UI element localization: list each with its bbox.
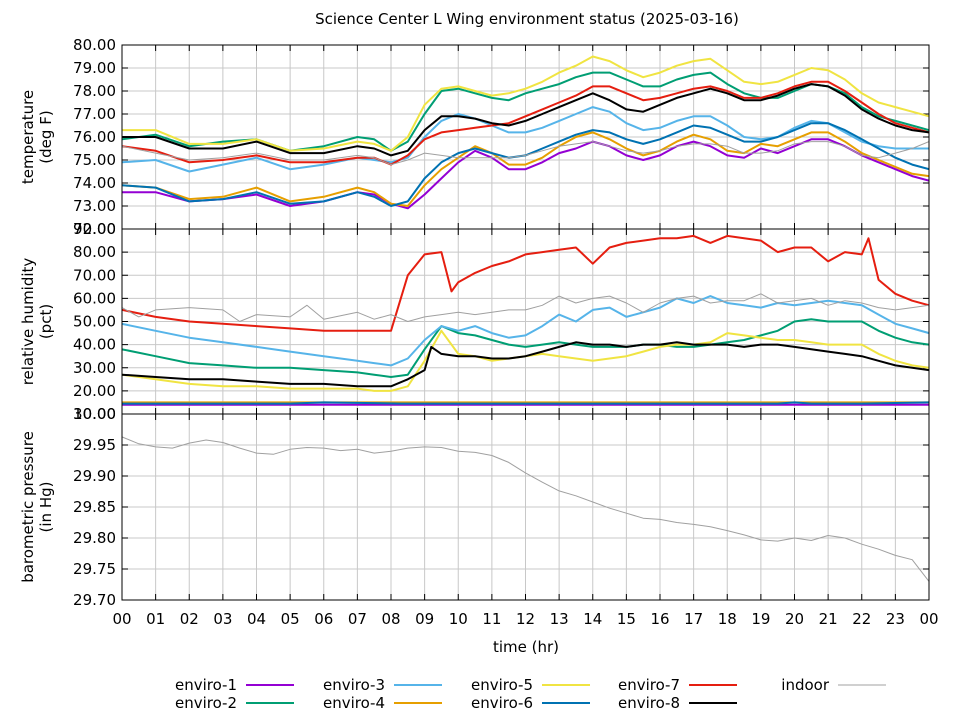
- y-tick-label: 90.00: [73, 220, 116, 238]
- x-tick-label: 23: [886, 610, 905, 628]
- series-line-enviro-4: [122, 131, 929, 207]
- y-axis-label-units: (deg F): [37, 110, 55, 163]
- x-tick-label: 18: [718, 610, 737, 628]
- series-line-indoor: [122, 141, 929, 166]
- legend-label-enviro-3: enviro-3: [323, 676, 385, 694]
- legend-label-enviro-2: enviro-2: [175, 694, 237, 712]
- y-tick-label: 74.00: [73, 174, 116, 192]
- x-tick-label: 11: [482, 610, 501, 628]
- x-tick-label: 06: [314, 610, 333, 628]
- panel-frame: [121, 413, 930, 601]
- x-tick-label: 21: [819, 610, 838, 628]
- x-tick-label: 09: [415, 610, 434, 628]
- y-tick-label: 30.00: [73, 405, 116, 423]
- x-tick-label: 00: [919, 610, 938, 628]
- y-tick-label: 80.00: [73, 243, 116, 261]
- x-tick-label: 04: [247, 610, 266, 628]
- y-axis-label: temperature: [19, 90, 37, 184]
- y-tick-label: 29.75: [73, 560, 116, 578]
- x-tick-label: 16: [650, 610, 669, 628]
- series-line-enviro-6: [122, 122, 929, 207]
- y-tick-label: 78.00: [73, 82, 116, 100]
- x-tick-label: 05: [281, 610, 300, 628]
- series-line-enviro-5: [122, 329, 929, 392]
- x-tick-label: 02: [180, 610, 199, 628]
- x-tick-label: 13: [550, 610, 569, 628]
- y-tick-label: 29.70: [73, 591, 116, 609]
- legend-label-enviro-7: enviro-7: [618, 676, 680, 694]
- x-tick-label: 15: [617, 610, 636, 628]
- series-line-enviro-8: [122, 341, 929, 388]
- x-tick-label: 03: [213, 610, 232, 628]
- series-line-enviro-8: [122, 83, 929, 157]
- legend-label-enviro-8: enviro-8: [618, 694, 680, 712]
- y-tick-label: 50.00: [73, 313, 116, 331]
- x-tick-label: 12: [516, 610, 535, 628]
- y-tick-label: 20.00: [73, 382, 116, 400]
- series-line-enviro-2: [122, 318, 929, 378]
- x-axis-label: time (hr): [493, 638, 559, 656]
- y-tick-label: 77.00: [73, 105, 116, 123]
- y-tick-label: 29.80: [73, 529, 116, 547]
- x-tick-label: 22: [852, 610, 871, 628]
- x-tick-label: 17: [684, 610, 703, 628]
- y-tick-label: 29.95: [73, 436, 116, 454]
- legend-label-enviro-6: enviro-6: [471, 694, 533, 712]
- legend-label-enviro-1: enviro-1: [175, 676, 237, 694]
- series-line-enviro-3: [122, 295, 929, 367]
- y-axis-label: barometric pressure: [19, 431, 37, 583]
- legend-label-enviro-5: enviro-5: [471, 676, 533, 694]
- series-line-indoor: [122, 293, 929, 322]
- x-tick-label: 00: [112, 610, 131, 628]
- y-tick-label: 80.00: [73, 36, 116, 54]
- y-axis-label-units: (in Hg): [37, 482, 55, 533]
- y-tick-label: 40.00: [73, 336, 116, 354]
- y-tick-label: 29.90: [73, 467, 116, 485]
- y-tick-label: 29.85: [73, 498, 116, 516]
- x-tick-label: 19: [751, 610, 770, 628]
- x-tick-label: 20: [785, 610, 804, 628]
- y-tick-label: 75.00: [73, 151, 116, 169]
- series-line-enviro-6: [122, 401, 929, 405]
- x-tick-label: 07: [348, 610, 367, 628]
- y-tick-label: 72.00: [73, 220, 116, 238]
- chart-title: Science Center L Wing environment status…: [315, 10, 739, 28]
- series-line-enviro-7: [122, 80, 929, 166]
- y-tick-label: 70.00: [73, 266, 116, 284]
- y-tick-label: 60.00: [73, 289, 116, 307]
- y-tick-label: 10.00: [73, 405, 116, 423]
- x-tick-label: 10: [449, 610, 468, 628]
- y-axis-label: relative humidity: [19, 258, 37, 386]
- x-tick-label: 14: [583, 610, 602, 628]
- y-axis-label-units: (pct): [37, 304, 55, 339]
- legend-label-enviro-4: enviro-4: [323, 694, 385, 712]
- y-tick-label: 30.00: [73, 359, 116, 377]
- y-tick-label: 73.00: [73, 197, 116, 215]
- series-line-enviro-7: [122, 234, 929, 332]
- x-tick-label: 01: [146, 610, 165, 628]
- series-line-indoor: [122, 436, 929, 582]
- y-tick-label: 79.00: [73, 59, 116, 77]
- x-tick-label: 08: [381, 610, 400, 628]
- series-line-enviro-5: [122, 55, 929, 152]
- y-tick-label: 76.00: [73, 128, 116, 146]
- legend-label-indoor: indoor: [781, 676, 830, 694]
